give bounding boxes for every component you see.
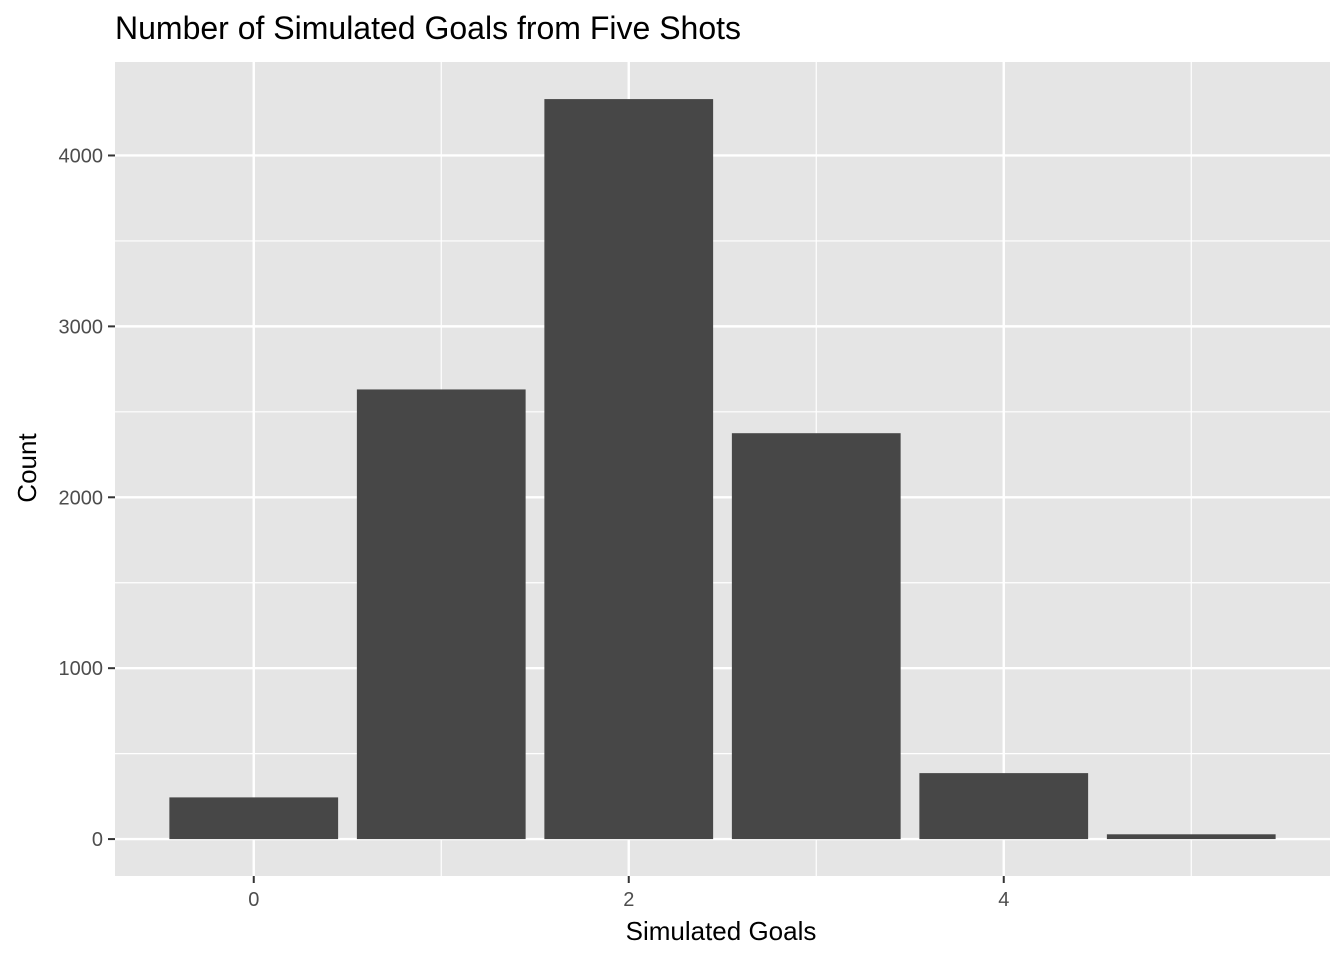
- chart-title: Number of Simulated Goals from Five Shot…: [115, 10, 741, 46]
- plot-panel: [115, 62, 1330, 876]
- bar-4: [919, 773, 1089, 840]
- bar-3: [731, 433, 901, 840]
- x-tick-label: 4: [998, 889, 1009, 911]
- bar-0: [169, 797, 339, 840]
- y-tick-label: 4000: [59, 145, 104, 167]
- y-tick-label: 2000: [59, 487, 104, 509]
- bar-2: [544, 99, 714, 840]
- x-axis-label: Simulated Goals: [626, 916, 817, 946]
- x-tick-label: 0: [248, 889, 259, 911]
- bar-5: [1106, 834, 1276, 840]
- y-tick-label: 3000: [59, 316, 104, 338]
- x-axis-ticks: 0 2 4: [248, 876, 1009, 911]
- bars: [169, 99, 1276, 840]
- y-tick-label: 1000: [59, 658, 104, 680]
- y-axis-ticks: 0 1000 2000 3000 4000: [59, 145, 115, 851]
- y-axis-label: Count: [12, 433, 42, 503]
- x-tick-label: 2: [623, 889, 634, 911]
- bar-1: [356, 389, 526, 840]
- y-tick-label: 0: [92, 829, 103, 851]
